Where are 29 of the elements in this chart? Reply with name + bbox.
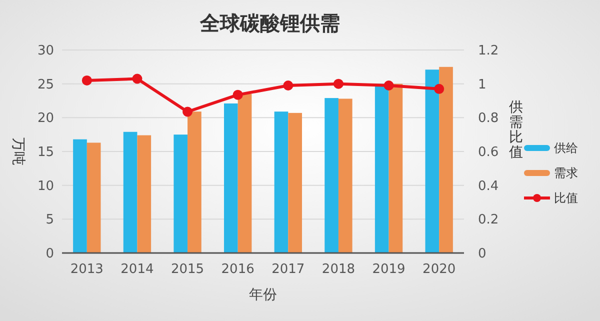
- x-tick-label: 2017: [272, 262, 305, 277]
- y-tick-label: 20: [37, 111, 54, 126]
- y2-axis-title: 供需比值: [509, 100, 523, 160]
- x-tick-label: 2020: [422, 262, 456, 277]
- y-tick-label: 0: [46, 246, 54, 262]
- y-tick-label: 10: [37, 178, 54, 194]
- y2-tick-label: 1.2: [478, 44, 499, 59]
- legend-label: 供给: [554, 141, 578, 156]
- y2-tick-label: 0.6: [478, 145, 499, 160]
- y2-tick-label: 0.8: [478, 111, 499, 126]
- y-tick-label: 25: [37, 77, 54, 92]
- x-tick-label: 2019: [372, 262, 406, 277]
- y2-tick-label: 0.2: [478, 212, 499, 228]
- x-tick-label: 2013: [70, 262, 104, 277]
- x-tick-label: 2016: [221, 262, 254, 277]
- chart-title: 全球碳酸锂供需: [199, 11, 340, 35]
- y-tick-label: 15: [37, 145, 54, 160]
- y-tick-label: 5: [46, 212, 54, 228]
- legend-label: 需求: [554, 166, 578, 180]
- y-tick-label: 30: [37, 44, 54, 59]
- x-tick-label: 2018: [322, 262, 356, 277]
- x-axis-title: 年份: [249, 287, 277, 303]
- x-tick-label: 2015: [170, 262, 204, 277]
- y-axis-title: 万吨: [10, 138, 26, 166]
- x-tick-label: 2014: [120, 262, 154, 277]
- y2-tick-label: 1: [478, 77, 486, 92]
- legend-label: 比值: [554, 191, 578, 206]
- y2-tick-label: 0: [478, 246, 486, 262]
- y2-tick-label: 0.4: [478, 178, 499, 194]
